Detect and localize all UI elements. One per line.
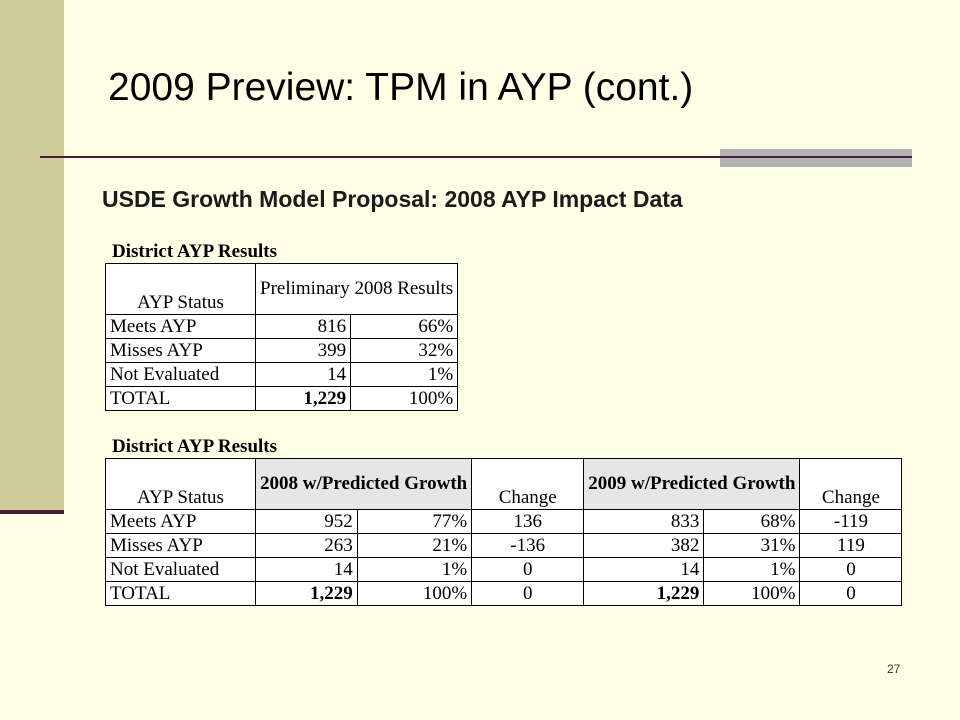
row-percent-2009: 31%	[703, 533, 801, 558]
row-count: 399	[254, 338, 352, 363]
table-row: Misses AYP 399 32%	[105, 338, 459, 363]
sidebar-accent-line	[0, 510, 64, 514]
title-rule-block	[720, 149, 912, 167]
table2-predicted-growth: AYP Status 2008 w/Predicted Growth Chang…	[105, 458, 903, 606]
row-count-2009: 382	[583, 533, 705, 558]
row-change-1: 0	[471, 581, 585, 606]
table2-header-change-2: Change	[799, 458, 903, 510]
row-status: Misses AYP	[105, 533, 256, 558]
table-row: Misses AYP 263 21% -136 382 31% 119	[105, 533, 903, 558]
row-percent-2008: 1%	[356, 557, 473, 582]
title-rule	[40, 156, 912, 158]
table2-header-change-1: Change	[471, 458, 585, 510]
page-number: 27	[887, 662, 901, 676]
slide-title: 2009 Preview: TPM in AYP (cont.)	[108, 66, 694, 109]
row-count: 14	[254, 362, 352, 387]
row-change-1: -136	[471, 533, 585, 558]
row-count: 1,229	[254, 386, 352, 411]
row-percent-2008: 77%	[356, 509, 473, 534]
table2-header-status: AYP Status	[105, 458, 256, 510]
row-status: TOTAL	[105, 386, 256, 411]
row-count-2009: 833	[583, 509, 705, 534]
table1-header-row: AYP Status Preliminary 2008 Results	[105, 263, 459, 315]
row-status: TOTAL	[105, 581, 256, 606]
row-change-1: 0	[471, 557, 585, 582]
row-percent-2009: 100%	[703, 581, 801, 606]
row-percent-2008: 100%	[356, 581, 473, 606]
row-percent-2008: 21%	[356, 533, 473, 558]
sidebar-bar	[0, 0, 64, 510]
table2-header-row: AYP Status 2008 w/Predicted Growth Chang…	[105, 458, 903, 510]
row-count-2009: 1,229	[583, 581, 705, 606]
row-percent: 1%	[350, 362, 459, 387]
row-count-2008: 1,229	[255, 581, 358, 606]
table1-preliminary-results: AYP Status Preliminary 2008 Results Meet…	[105, 263, 459, 411]
row-change-2: 0	[799, 581, 903, 606]
row-status: Meets AYP	[105, 314, 256, 339]
row-count-2008: 952	[255, 509, 358, 534]
table-row: Not Evaluated 14 1% 0 14 1% 0	[105, 557, 903, 582]
table2-header-2008: 2008 w/Predicted Growth	[254, 458, 473, 510]
table2-title: District AYP Results	[112, 436, 278, 457]
row-count: 816	[254, 314, 352, 339]
table-row-total: TOTAL 1,229 100%	[105, 386, 459, 411]
row-status: Not Evaluated	[105, 557, 256, 582]
row-change-2: 0	[799, 557, 903, 582]
table1-header-status: AYP Status	[105, 263, 256, 315]
table-row-total: TOTAL 1,229 100% 0 1,229 100% 0	[105, 581, 903, 606]
row-percent-2009: 68%	[703, 509, 801, 534]
row-change-1: 136	[471, 509, 585, 534]
table-row: Not Evaluated 14 1%	[105, 362, 459, 387]
row-status: Not Evaluated	[105, 362, 256, 387]
row-percent: 32%	[350, 338, 459, 363]
row-count-2008: 14	[255, 557, 358, 582]
row-count-2009: 14	[583, 557, 705, 582]
row-percent-2009: 1%	[703, 557, 801, 582]
slide-subtitle: USDE Growth Model Proposal: 2008 AYP Imp…	[102, 186, 683, 212]
row-change-2: 119	[799, 533, 903, 558]
row-change-2: -119	[799, 509, 903, 534]
table1-header-group: Preliminary 2008 Results	[254, 263, 459, 315]
table-row: Meets AYP 952 77% 136 833 68% -119	[105, 509, 903, 534]
row-percent: 100%	[350, 386, 459, 411]
table-row: Meets AYP 816 66%	[105, 314, 459, 339]
row-count-2008: 263	[255, 533, 358, 558]
row-status: Misses AYP	[105, 338, 256, 363]
row-status: Meets AYP	[105, 509, 256, 534]
table1-title: District AYP Results	[112, 241, 278, 262]
table2-header-2009: 2009 w/Predicted Growth	[583, 458, 801, 510]
row-percent: 66%	[350, 314, 459, 339]
